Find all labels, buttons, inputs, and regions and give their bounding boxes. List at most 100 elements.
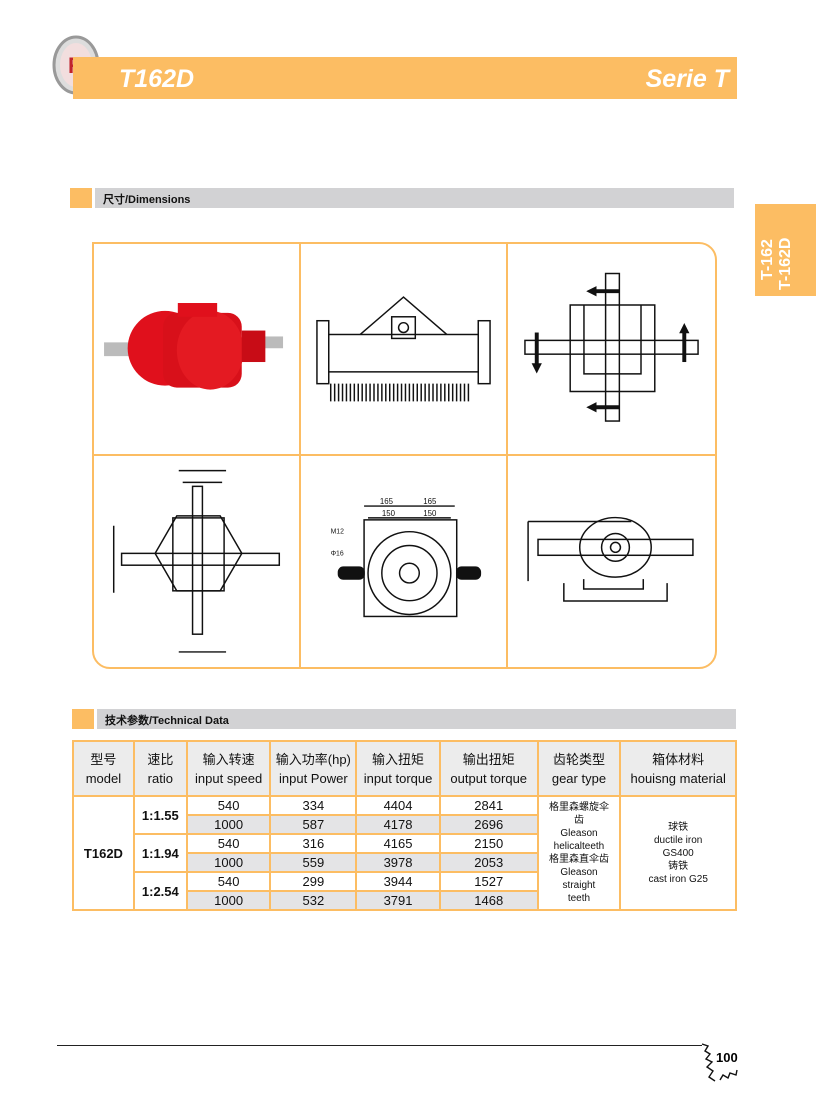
gear-icon [698, 1040, 742, 1091]
value-cell: 3791 [355, 890, 441, 911]
header-en: ratio [147, 770, 173, 786]
dimension-label: 165 [423, 497, 437, 506]
value-cell: 334 [269, 795, 358, 816]
column-header: 齿轮类型 gear type [536, 740, 622, 797]
column-header: 输入转速 input speed [185, 740, 272, 797]
side-view-drawing [508, 456, 715, 668]
application-drawing [301, 244, 508, 456]
dimension-label: Φ16 [331, 550, 344, 557]
product-photo [94, 244, 301, 456]
gear-type-line: Gleason [560, 867, 598, 878]
value-cell: 1527 [438, 871, 539, 892]
gear-type-line: 格里森螺旋伞 [548, 802, 609, 813]
table-row: 1000 532 3791 1468 [73, 890, 736, 911]
section-header-technical: 技术参数/Technical Data [97, 709, 736, 729]
value-cell: 540 [185, 795, 272, 816]
technical-data-table: 型号 model 速比 ratio 输入转速 input speed 输入功率(hp) inp… [72, 740, 737, 911]
value-cell: 316 [269, 833, 358, 854]
value-cell: 540 [185, 833, 272, 854]
ratio-cell: 1:1.94 [132, 833, 188, 873]
front-view-drawing: 165 165 150 150 M12 Φ16 [301, 455, 508, 667]
page-number: 100 [716, 1050, 738, 1065]
dimension-label: 150 [423, 508, 437, 517]
header-cn: 输入转速 [202, 751, 255, 767]
value-cell: 2696 [438, 814, 539, 835]
ratio-cell: 1:2.54 [132, 871, 188, 911]
side-tab-label: T-162 [759, 239, 776, 280]
material-line: cast iron G25 [648, 873, 708, 885]
value-cell: 2150 [438, 833, 539, 854]
header-en: model [85, 770, 122, 786]
gear-type-line: Gleason [560, 828, 598, 839]
gear-type-line: 格里森直伞齿 [548, 854, 609, 865]
side-tab-label: T-162D [777, 237, 794, 290]
ratio-cell: 1:1.55 [132, 795, 188, 835]
value-cell: 1000 [185, 890, 272, 911]
header-en: output torque [450, 770, 528, 786]
header-en: input torque [363, 770, 433, 786]
section-marker [72, 709, 94, 729]
value-cell: 3978 [355, 852, 441, 873]
column-header: 输入功率(hp) input Power [269, 740, 358, 797]
section-marker [70, 188, 92, 208]
value-cell: 4165 [355, 833, 441, 854]
rotation-diagram [508, 244, 715, 456]
value-cell: 2053 [438, 852, 539, 873]
table-row: 1000 587 4178 2696 [73, 814, 736, 835]
value-cell: 587 [269, 814, 358, 835]
series-title: Serie T [645, 65, 729, 93]
table-row: 1:2.54 540 299 3944 1527 [73, 871, 736, 911]
gear-type-line: 齿 [573, 815, 584, 826]
column-header: 输入扭矩 input torque [355, 740, 441, 797]
value-cell: 1000 [185, 852, 272, 873]
section-header-dimensions: 尺寸/Dimensions [95, 188, 734, 208]
value-cell: 532 [269, 890, 358, 911]
column-header: 速比 ratio [132, 740, 188, 797]
header-cn: 箱体材料 [652, 751, 705, 767]
model-cell: T162D [72, 795, 135, 911]
material-cell: 球铁 ductile iron GS400 铸铁 cast iron G25 [619, 795, 737, 911]
column-header: 箱体材料 houisng material [619, 740, 737, 797]
column-header: 输出扭矩 output torque [438, 740, 539, 797]
title-bar: T162D Serie T [73, 57, 737, 99]
table-row: 1:1.94 540 316 4165 2150 [73, 833, 736, 873]
header-en: gear type [551, 770, 607, 786]
material-line: 铸铁 [668, 860, 689, 872]
header-cn: 输入功率(hp) [275, 751, 351, 767]
value-cell: 299 [269, 871, 358, 892]
value-cell: 4178 [355, 814, 441, 835]
dimension-label: 165 [380, 497, 394, 506]
material-line: 球铁 [668, 821, 689, 833]
model-title: T162D [119, 65, 195, 93]
side-tab[interactable]: T-162 T-162D [755, 204, 816, 296]
header-en: houisng material [630, 770, 726, 786]
table-header-row: 型号 model 速比 ratio 输入转速 input speed 输入功率(hp) inp… [72, 740, 737, 797]
dimension-label: 150 [382, 508, 396, 517]
gear-type-cell: 格里森螺旋伞齿 Gleason helicalteeth 格里森直伞齿 Gleason s… [536, 795, 622, 911]
header-cn: 输入扭矩 [372, 751, 425, 767]
header-en: input Power [279, 770, 348, 786]
table-row: T162D 1:1.55 540 334 4404 2841 格里森螺旋伞齿 Gleason h… [72, 795, 737, 911]
gear-type-line: straight [562, 880, 596, 891]
value-cell: 3944 [355, 871, 441, 892]
gear-type-line: teeth [567, 893, 591, 904]
column-header: 型号 model [72, 740, 135, 797]
value-cell: 1468 [438, 890, 539, 911]
value-cell: 1000 [185, 814, 272, 835]
value-cell: 4404 [355, 795, 441, 816]
footer-rule [57, 1045, 702, 1046]
dimension-label: M12 [331, 528, 345, 535]
dimension-drawings: 165 165 150 150 M12 Φ16 [92, 242, 717, 669]
value-cell: 2841 [438, 795, 539, 816]
gear-type-line: helicalteeth [553, 841, 605, 852]
material-line: GS400 [662, 847, 694, 859]
header-cn: 型号 [90, 751, 117, 767]
header-cn: 齿轮类型 [552, 751, 605, 767]
value-cell: 559 [269, 852, 358, 873]
table-row: 1000 559 3978 2053 [73, 852, 736, 873]
header-cn: 速比 [147, 751, 174, 767]
header-cn: 输出扭矩 [462, 751, 515, 767]
top-view-drawing [94, 455, 301, 667]
header-en: input speed [195, 770, 263, 786]
material-line: ductile iron [654, 834, 703, 846]
